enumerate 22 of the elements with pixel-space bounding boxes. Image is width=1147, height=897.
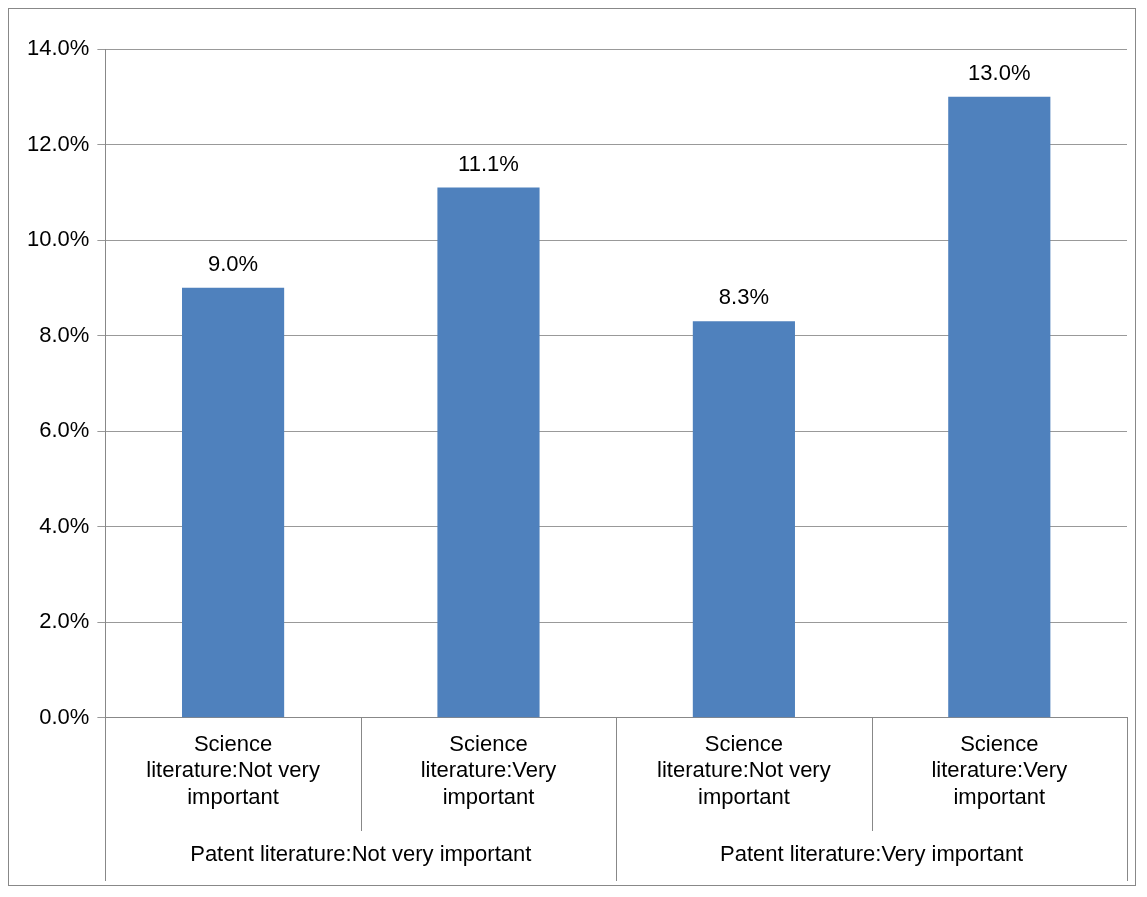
y-tick-label: 12.0% — [26, 130, 90, 156]
data-label: 9.0% — [208, 250, 259, 276]
text: Patent literature:Very important — [719, 841, 1024, 867]
y-tick-label: 6.0% — [39, 417, 90, 443]
y-tick-label: 0.0% — [39, 703, 90, 729]
y-tick-label: 4.0% — [39, 512, 90, 538]
y-tick-label: 2.0% — [39, 608, 90, 634]
y-tick-label: 10.0% — [26, 226, 90, 252]
bar — [948, 96, 1051, 718]
bar — [692, 321, 795, 718]
y-tick-label: 14.0% — [26, 35, 90, 61]
data-label: 8.3% — [718, 284, 769, 310]
x-tick-label: Science literature:Not very important — [146, 731, 320, 809]
y-tick-label: 8.0% — [39, 321, 90, 347]
x-tick-label: Science literature:Very important — [420, 731, 557, 809]
text: Patent literature:Not very important — [190, 841, 532, 867]
data-label: 11.1% — [458, 150, 519, 176]
bar — [182, 287, 285, 718]
bar — [437, 187, 540, 718]
x-tick-label: Science literature:Not very important — [657, 731, 831, 809]
data-label: 13.0% — [968, 59, 1031, 85]
x-tick-label: Science literature:Very important — [931, 731, 1068, 809]
